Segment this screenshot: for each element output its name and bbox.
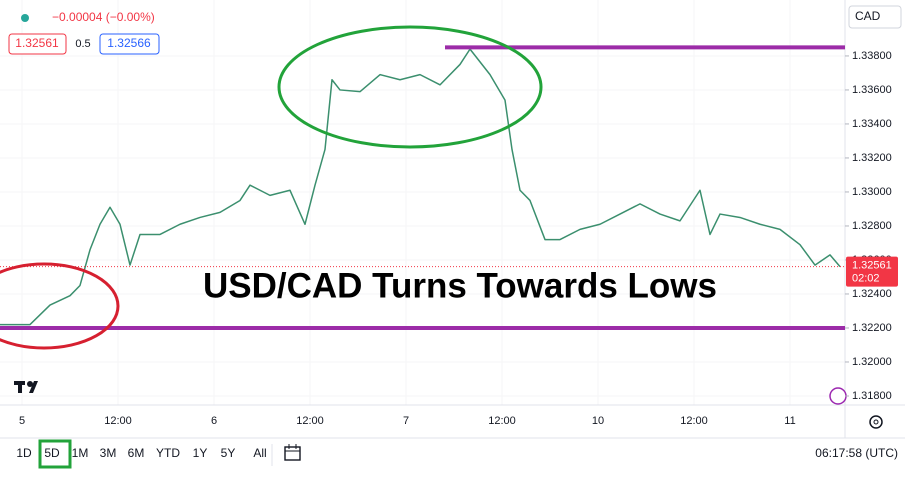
currency-box[interactable] <box>848 5 902 29</box>
last-price-box <box>846 256 898 287</box>
price-change: −0.00004 (−0.00%) <box>52 10 155 24</box>
range-button[interactable]: 3M <box>100 446 117 460</box>
y-tick-label: 1.32800 <box>852 220 892 232</box>
bid-box[interactable] <box>8 33 67 55</box>
y-tick-label: 1.32200 <box>852 322 892 334</box>
ask-price[interactable]: 1.32566 <box>107 36 151 50</box>
range-button[interactable]: YTD <box>156 446 180 460</box>
bid-price[interactable]: 1.32561 <box>15 36 59 50</box>
price-line <box>0 48 841 326</box>
highlight-ellipse <box>277 25 543 149</box>
x-tick-label: 12:00 <box>104 415 132 427</box>
y-tick-label: 1.32400 <box>852 288 892 300</box>
range-button[interactable]: All <box>253 446 266 460</box>
toolbar: 1D 5D 1M 3M 6M YTD 1Y 5Y All <box>16 439 267 469</box>
alert-icon[interactable] <box>829 387 847 405</box>
x-tick-label: 12:00 <box>488 415 516 427</box>
y-tick-label: 1.31800 <box>852 390 892 402</box>
range-button[interactable]: 6M <box>128 446 145 460</box>
range-button[interactable]: 5D <box>44 446 60 460</box>
y-tick-label: 1.33400 <box>852 118 892 130</box>
settings-icon[interactable] <box>869 415 883 429</box>
chart-title: USD/CAD Turns Towards Lows <box>203 266 717 305</box>
y-tick-label: 1.33800 <box>852 50 892 62</box>
y-tick-label: 1.33600 <box>852 84 892 96</box>
plot-area <box>0 48 845 326</box>
x-tick-label: 11 <box>784 415 795 427</box>
x-tick-label: 7 <box>403 415 409 427</box>
range-button[interactable]: 5Y <box>221 446 236 460</box>
x-tick-label: 12:00 <box>680 415 708 427</box>
ask-box[interactable] <box>99 33 160 55</box>
countdown-label: 02:02 <box>852 273 880 285</box>
y-tick-label: 1.33200 <box>852 152 892 164</box>
settings-icon-center[interactable] <box>873 419 879 425</box>
x-tick-label: 6 <box>211 415 217 427</box>
x-tick-label: 12:00 <box>296 415 324 427</box>
spread: 0.5 <box>75 38 90 50</box>
range-active-box[interactable] <box>38 439 72 469</box>
range-button[interactable]: 1Y <box>193 446 208 460</box>
x-tick-label: 10 <box>592 415 604 427</box>
y-tick-label: 1.32000 <box>852 356 892 368</box>
range-button[interactable]: 1M <box>72 446 89 460</box>
clock: 06:17:58 (UTC) <box>815 446 898 460</box>
y-tick-label: 1.33000 <box>852 186 892 198</box>
highlight-ellipse <box>0 262 120 350</box>
last-price-label: 1.32561 <box>852 260 892 272</box>
range-button[interactable]: 1D <box>16 446 32 460</box>
calendar-icon[interactable] <box>284 444 301 461</box>
logo <box>14 381 38 393</box>
currency[interactable]: CAD <box>855 9 881 23</box>
status-dot <box>21 14 29 22</box>
x-tick-label: 5 <box>19 415 25 427</box>
